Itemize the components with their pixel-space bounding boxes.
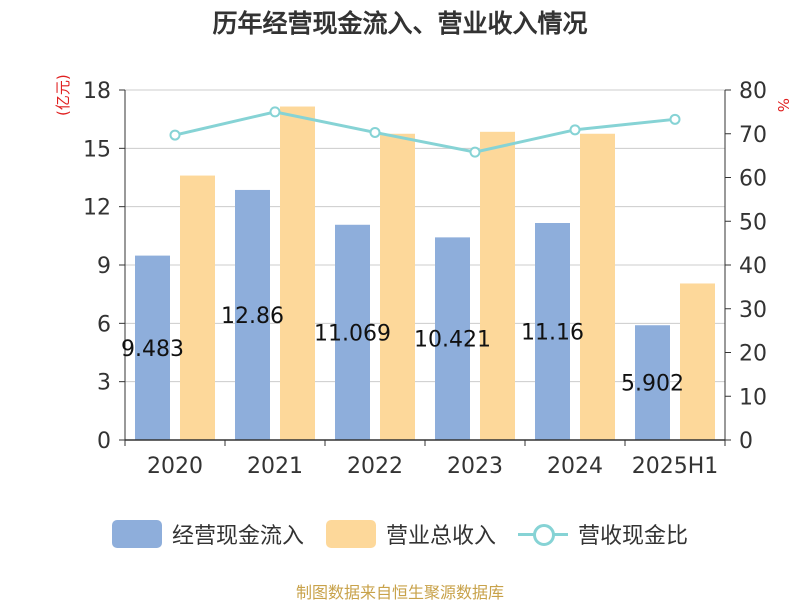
bar-data-label: 9.483: [121, 337, 184, 362]
legend: 经营现金流入 营业总收入 营收现金比: [0, 518, 800, 550]
left-axis-tick-label: 3: [97, 371, 111, 396]
left-axis-tick-label: 6: [97, 312, 111, 337]
chart-title: 历年经营现金流入、营业收入情况: [212, 9, 588, 38]
legend-swatch-revenue: [325, 520, 376, 548]
bar-data-label: 10.421: [414, 328, 491, 353]
legend-item-cash-inflow[interactable]: 经营现金流入: [111, 518, 304, 550]
bar-revenue: [680, 283, 715, 440]
left-axis-tick-label: 0: [97, 429, 111, 454]
bar-data-label: 11.069: [314, 321, 391, 346]
x-axis-tick-label: 2025H1: [632, 454, 719, 479]
bar-cash-inflow: [335, 224, 370, 440]
line-point-cash-ratio: [269, 106, 281, 118]
right-axis-tick-label: 60: [739, 167, 767, 192]
legend-swatch-cash-inflow: [111, 520, 162, 548]
right-axis-tick-label: 30: [739, 298, 767, 323]
bar-data-label: 12.86: [221, 304, 284, 329]
right-axis-tick-label: 40: [739, 254, 767, 279]
legend-label-cash-inflow: 经营现金流入: [171, 524, 304, 549]
left-axis-tick-label: 9: [97, 254, 111, 279]
data-source-note: 制图数据来自恒生聚源数据库: [295, 583, 504, 602]
right-axis-tick-label: 70: [739, 123, 767, 148]
bar-cash-inflow: [635, 325, 670, 440]
x-axis-tick-label: 2024: [547, 454, 603, 479]
bar-revenue: [580, 133, 615, 440]
bar-revenue: [480, 131, 515, 441]
right-axis-tick-label: 50: [739, 210, 767, 235]
left-axis-tick-label: 12: [83, 196, 111, 221]
line-point-cash-ratio: [469, 146, 481, 158]
x-axis-tick-label: 2023: [447, 454, 503, 479]
bar-data-label: 5.902: [621, 372, 684, 397]
legend-label-cash-ratio: 营收现金比: [578, 524, 689, 549]
bar-cash-inflow: [435, 237, 470, 440]
left-axis-tick-label: 15: [83, 137, 111, 162]
right-axis-tick-label: 20: [739, 342, 767, 367]
line-point-cash-ratio: [669, 113, 681, 125]
left-axis-tick-label: 18: [83, 79, 111, 104]
bar-revenue: [380, 133, 415, 440]
line-cash-ratio: [174, 110, 676, 154]
bar-cash-inflow: [135, 255, 170, 440]
line-point-cash-ratio: [369, 126, 381, 138]
bar-data-label: 11.16: [521, 321, 584, 346]
bar-revenue: [180, 175, 215, 441]
legend-swatch-cash-ratio: [518, 520, 568, 548]
legend-item-cash-ratio[interactable]: 营收现金比: [518, 518, 688, 550]
bar-cash-inflow: [235, 189, 270, 440]
line-point-cash-ratio: [169, 129, 181, 141]
right-axis-tick-label: 0: [739, 429, 753, 454]
x-axis-tick-label: 2020: [147, 454, 203, 479]
bar-revenue: [280, 106, 315, 441]
legend-label-revenue: 营业总收入: [385, 524, 496, 549]
legend-item-revenue[interactable]: 营业总收入: [325, 518, 496, 550]
x-axis-tick-label: 2022: [347, 454, 403, 479]
right-axis-tick-label: 80: [739, 79, 767, 104]
x-axis-tick-label: 2021: [247, 454, 303, 479]
line-point-cash-ratio: [569, 124, 581, 136]
bar-cash-inflow: [535, 223, 570, 440]
right-axis-tick-label: 10: [739, 385, 767, 410]
